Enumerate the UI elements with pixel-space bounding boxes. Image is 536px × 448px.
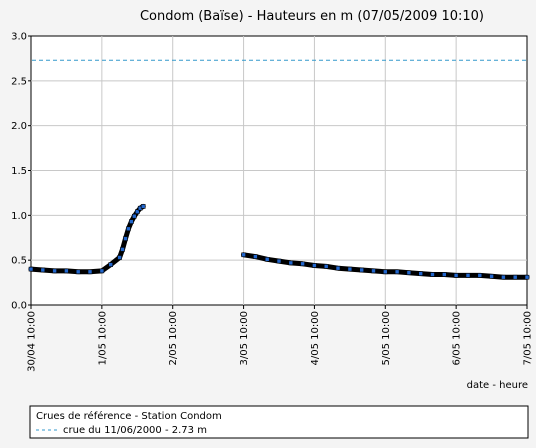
- data-point: [347, 266, 353, 272]
- data-point: [430, 272, 435, 277]
- data-point: [87, 269, 93, 275]
- data-point: [135, 209, 140, 214]
- data-point: [99, 268, 105, 274]
- x-tick-label: 4/05 10:00: [310, 311, 321, 365]
- y-tick-label: 1.5: [11, 166, 27, 177]
- x-tick-label: 5/05 10:00: [381, 311, 392, 365]
- data-point: [288, 260, 294, 266]
- data-point: [300, 261, 305, 267]
- data-point: [75, 269, 81, 275]
- y-tick-label: 0.5: [11, 256, 27, 267]
- legend-frame: [29, 405, 529, 439]
- data-point: [477, 273, 483, 278]
- y-tick-label: 0.0: [11, 301, 27, 312]
- x-tick-layer: 30/04 10:00 1/05 10:00 2/05 10:00 3/05 10:0…: [27, 305, 534, 372]
- data-point: [253, 254, 258, 259]
- data-point: [406, 270, 412, 276]
- data-point: [489, 273, 494, 279]
- y-tick-label: 1.0: [11, 211, 27, 222]
- data-point: [28, 266, 34, 272]
- y-tick-label: 2.5: [11, 76, 27, 87]
- data-point: [276, 258, 282, 264]
- data-point: [264, 256, 270, 262]
- data-point: [371, 268, 376, 274]
- data-point: [312, 263, 317, 268]
- data-point: [129, 219, 134, 224]
- data-point: [453, 273, 459, 278]
- y-tick-label: 2.0: [11, 121, 27, 132]
- data-point: [126, 226, 131, 232]
- data-point: [394, 269, 400, 275]
- data-point: [140, 204, 146, 209]
- data-point: [241, 252, 246, 258]
- x-tick-label: 1/05 10:00: [97, 311, 108, 365]
- x-axis-label: date - heure: [467, 380, 528, 391]
- data-point: [123, 236, 128, 241]
- x-tick-label: 2/05 10:00: [168, 311, 179, 365]
- x-tick-label: 30/04 10:00: [27, 311, 38, 372]
- chart-title: Condom (Baïse) - Hauteurs en m (07/05/20…: [140, 9, 484, 24]
- data-point: [323, 264, 329, 269]
- data-point: [382, 269, 388, 275]
- data-point: [418, 271, 424, 276]
- x-tick-label: 7/05 10:00: [523, 311, 534, 365]
- data-point: [359, 267, 365, 273]
- x-tick-label: 3/05 10:00: [239, 311, 250, 365]
- data-point: [512, 274, 518, 280]
- data-point: [64, 268, 69, 274]
- y-tick-label: 3.0: [11, 32, 27, 43]
- data-point: [335, 265, 341, 271]
- data-point: [52, 268, 57, 274]
- data-point: [108, 262, 113, 267]
- data-point: [465, 273, 471, 278]
- legend-item-reference: crue du 11/06/2000 - 2.73 m: [63, 425, 207, 436]
- data-point: [40, 267, 46, 273]
- x-tick-label: 6/05 10:00: [452, 311, 463, 365]
- data-point: [501, 274, 506, 280]
- legend-title: Crues de référence - Station Condom: [36, 410, 222, 422]
- data-point: [117, 255, 122, 260]
- series-layer: [28, 203, 530, 280]
- data-point: [132, 213, 137, 219]
- y-tick-layer: 0.0 0.5 1.0 1.5 2.0 2.5 3.0: [11, 32, 31, 312]
- data-point: [441, 272, 447, 277]
- data-point: [524, 274, 530, 280]
- data-point: [120, 247, 125, 252]
- legend: Crues de référence - Station Condom crue…: [29, 405, 529, 439]
